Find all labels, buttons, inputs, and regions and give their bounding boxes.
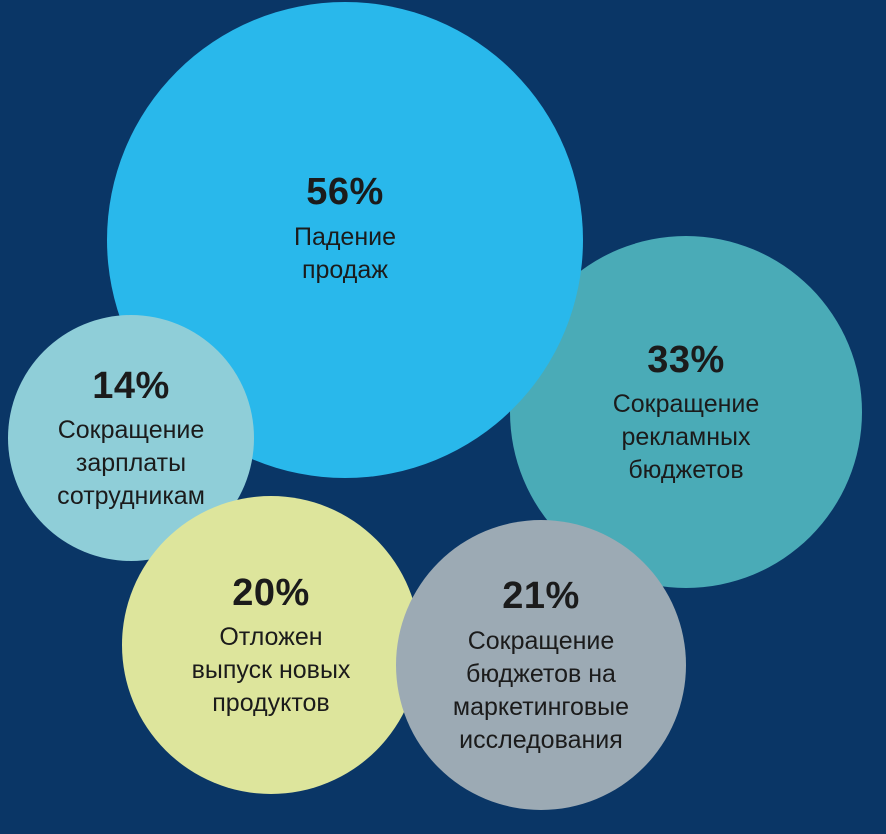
bubble-text-block: 56% Падение продаж xyxy=(294,169,396,287)
bubble-label: Сокращение зарплаты сотрудникам xyxy=(57,416,205,511)
bubble-value: 33% xyxy=(647,338,725,381)
bubble-salary-cut: 14% Сокращение зарплаты сотрудникам xyxy=(8,315,254,561)
bubble-value: 56% xyxy=(306,171,384,214)
bubble-text-block: 14% Сокращение зарплаты сотрудникам xyxy=(57,363,205,514)
bubble-value: 21% xyxy=(502,575,580,618)
bubble-research-budget-cut: 21% Сокращение бюджетов на маркетинговые… xyxy=(396,520,686,810)
bubble-value: 20% xyxy=(232,571,310,614)
bubble-text-block: 20% Отложен выпуск новых продуктов xyxy=(192,570,351,721)
bubble-text-block: 33% Сокращение рекламных бюджетов xyxy=(613,337,760,488)
bubble-value: 14% xyxy=(92,364,170,407)
bubble-text-block: 21% Сокращение бюджетов на маркетинговые… xyxy=(453,573,629,757)
bubble-label: Отложен выпуск новых продуктов xyxy=(191,623,351,718)
bubble-label: Падение продаж xyxy=(293,222,397,284)
bubble-label: Сокращение бюджетов на маркетинговые исс… xyxy=(452,626,630,754)
bubble-label: Сокращение рекламных бюджетов xyxy=(612,390,760,485)
bubble-product-launch-delay: 20% Отложен выпуск новых продуктов xyxy=(122,496,420,794)
